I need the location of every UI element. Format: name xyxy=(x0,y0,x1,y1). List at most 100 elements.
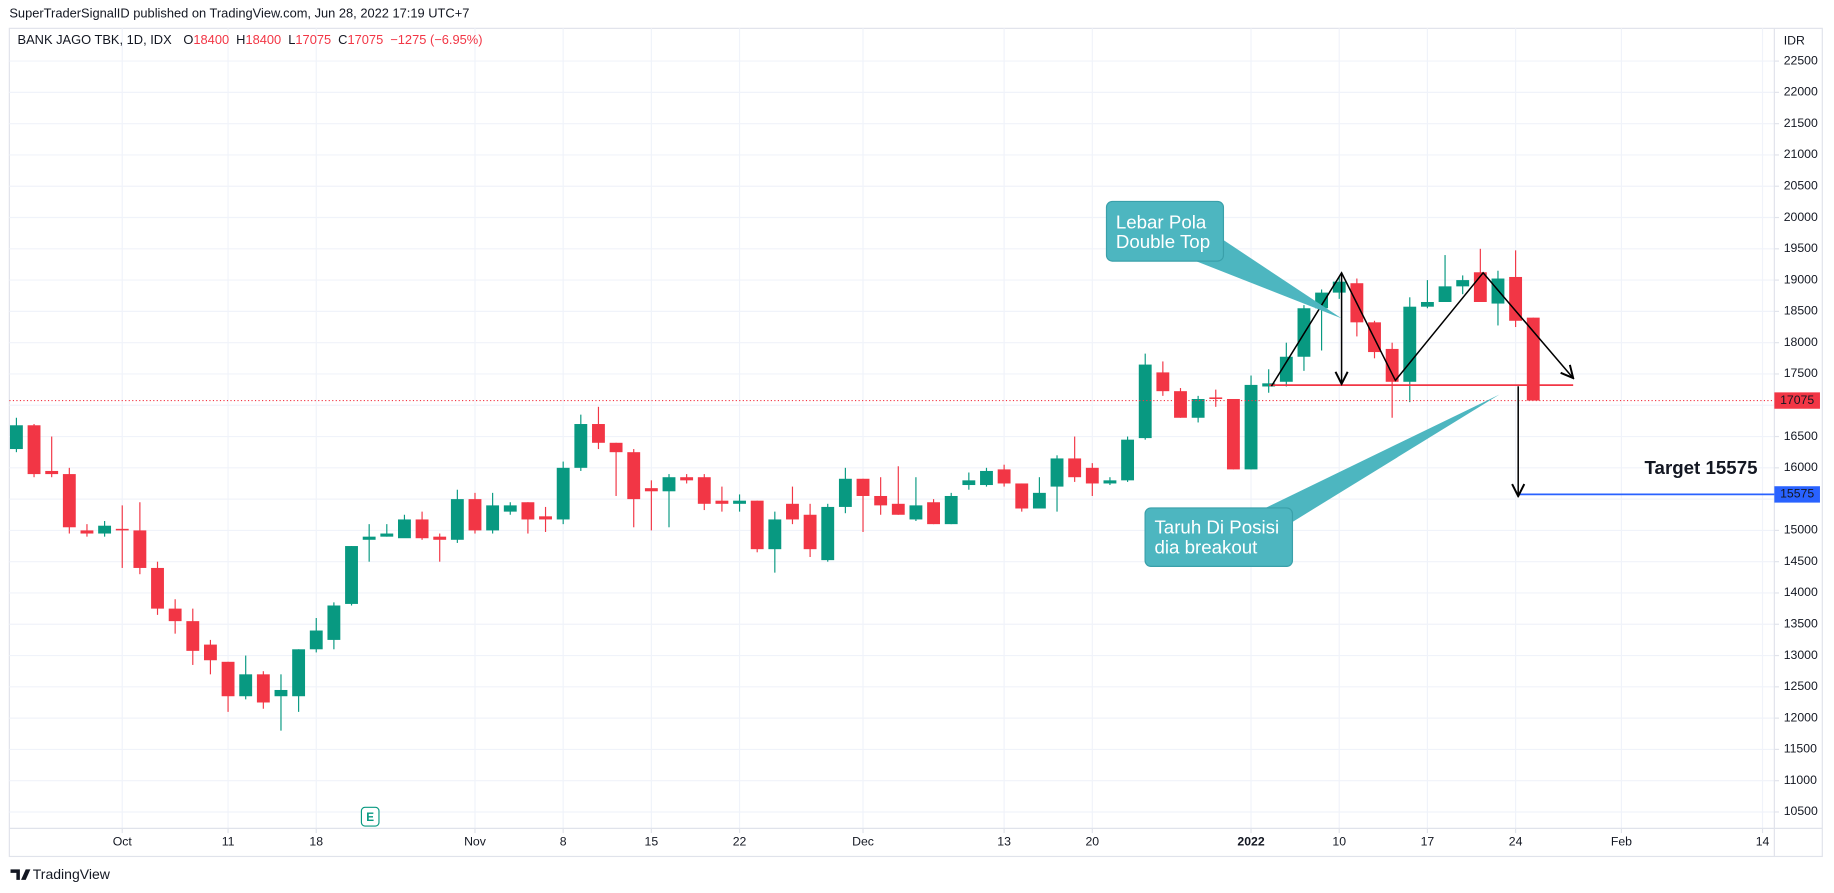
candle-body xyxy=(1015,483,1029,509)
candle-body xyxy=(786,503,799,520)
candle-body xyxy=(168,608,182,622)
candle-body xyxy=(803,514,817,550)
x-tick-label: 8 xyxy=(560,835,567,849)
candle-body xyxy=(1332,281,1346,293)
candle-body xyxy=(486,505,500,531)
candle-body xyxy=(345,546,358,604)
y-tick-label: 22500 xyxy=(1784,53,1818,67)
candle-body xyxy=(556,467,570,520)
candle-body xyxy=(644,488,658,492)
candle-body xyxy=(380,533,394,537)
price-badge xyxy=(1774,486,1820,503)
callout-text: Taruh Di Posisi xyxy=(1154,517,1279,538)
candle-body xyxy=(186,621,200,651)
y-tick-label: 16000 xyxy=(1784,460,1818,474)
candle-body xyxy=(856,478,870,496)
callout-pointer xyxy=(1263,394,1500,522)
candle-body xyxy=(1456,280,1470,287)
candle-body xyxy=(574,424,588,468)
candle-body xyxy=(292,649,306,697)
ohlc: O18400 H18400 L17075 C17075 xyxy=(183,33,383,48)
candle-body xyxy=(9,425,23,450)
earnings-marker[interactable]: E xyxy=(366,811,374,824)
y-tick-label: 19500 xyxy=(1784,241,1818,255)
y-tick-label: 12500 xyxy=(1784,679,1818,693)
candle-body xyxy=(468,499,482,531)
candle-body xyxy=(415,519,429,539)
callout-text: dia breakout xyxy=(1154,537,1258,558)
candle-body xyxy=(1050,458,1064,487)
candle-body xyxy=(1121,439,1135,481)
earnings-icon[interactable] xyxy=(360,806,380,827)
candle-body xyxy=(733,500,746,504)
chart-legend: BANK JAGO TBK, 1D, IDX O18400 H18400 L17075… xyxy=(18,33,483,48)
callout-pointer xyxy=(1193,240,1342,319)
candle-body xyxy=(309,630,323,650)
candle-body xyxy=(1156,372,1170,392)
candle-body xyxy=(27,425,41,475)
candle-body xyxy=(1244,384,1258,470)
change: −1275 (−6.95%) xyxy=(390,33,482,48)
candle-body xyxy=(327,605,341,640)
x-tick-label: 20 xyxy=(1085,835,1099,849)
currency: IDR xyxy=(1784,33,1805,47)
footer-logo[interactable]: TradingView xyxy=(33,866,111,882)
y-tick-label: 14000 xyxy=(1784,585,1818,599)
candle-body xyxy=(680,477,694,481)
candle-body xyxy=(609,442,623,453)
x-tick-label: 24 xyxy=(1509,835,1523,849)
candle-body xyxy=(203,644,217,661)
candle-body xyxy=(1226,398,1240,470)
attribution: SuperTraderSignalID published on Trading… xyxy=(9,6,469,21)
callout-box xyxy=(1144,507,1294,567)
x-tick-label: 10 xyxy=(1332,835,1346,849)
ohlc-value: 18400 xyxy=(245,33,281,48)
candle-body xyxy=(980,470,993,486)
candle-body xyxy=(521,502,535,520)
candle-body xyxy=(927,502,940,525)
y-tick-label: 10500 xyxy=(1784,804,1818,818)
candle-body xyxy=(1138,364,1152,439)
callout-text: Lebar Pola xyxy=(1116,211,1207,232)
x-tick-label: 18 xyxy=(309,835,323,849)
candle-body xyxy=(821,506,835,561)
plot xyxy=(9,248,1775,731)
candle-body xyxy=(1420,301,1434,307)
candle-body xyxy=(1103,480,1117,484)
y-tick-label: 19000 xyxy=(1784,272,1818,286)
y-tick-label: 15000 xyxy=(1784,523,1818,537)
y-tick-label: 14500 xyxy=(1784,554,1818,568)
y-tick-label: 18000 xyxy=(1784,335,1818,349)
y-tick-label: 21500 xyxy=(1784,116,1818,130)
y-tick-label: 22000 xyxy=(1784,85,1818,99)
y-tick-label: 18500 xyxy=(1784,304,1818,318)
candle-body xyxy=(909,505,923,520)
x-tick-label: 17 xyxy=(1421,835,1435,849)
y-tick-label: 13000 xyxy=(1784,648,1818,662)
candle-body xyxy=(697,477,711,504)
y-tick-label: 20000 xyxy=(1784,210,1818,224)
x-tick-label: 15 xyxy=(645,835,659,849)
candle-body xyxy=(1191,398,1205,418)
candle-body xyxy=(239,674,253,697)
candle-body xyxy=(151,567,164,609)
y-tick-label: 11000 xyxy=(1784,773,1817,787)
candle-body xyxy=(627,452,641,500)
x-tick-label: 2022 xyxy=(1237,835,1264,849)
candle-body xyxy=(1385,348,1399,382)
callout-box xyxy=(1105,200,1225,262)
candle-body xyxy=(221,661,235,697)
candle-body xyxy=(1085,467,1099,484)
candle-body xyxy=(874,495,888,506)
y-tick-label: 16500 xyxy=(1784,429,1818,443)
candle-body xyxy=(45,470,59,475)
candle-body xyxy=(398,519,411,539)
candle-body xyxy=(1403,306,1417,382)
candle-body xyxy=(1262,383,1276,387)
x-tick-label: Feb xyxy=(1611,835,1632,849)
candle-body xyxy=(362,536,376,540)
price-badge-label: 17075 xyxy=(1780,393,1814,407)
x-tick-label: Oct xyxy=(113,835,133,849)
x-tick-label: Nov xyxy=(464,835,487,849)
